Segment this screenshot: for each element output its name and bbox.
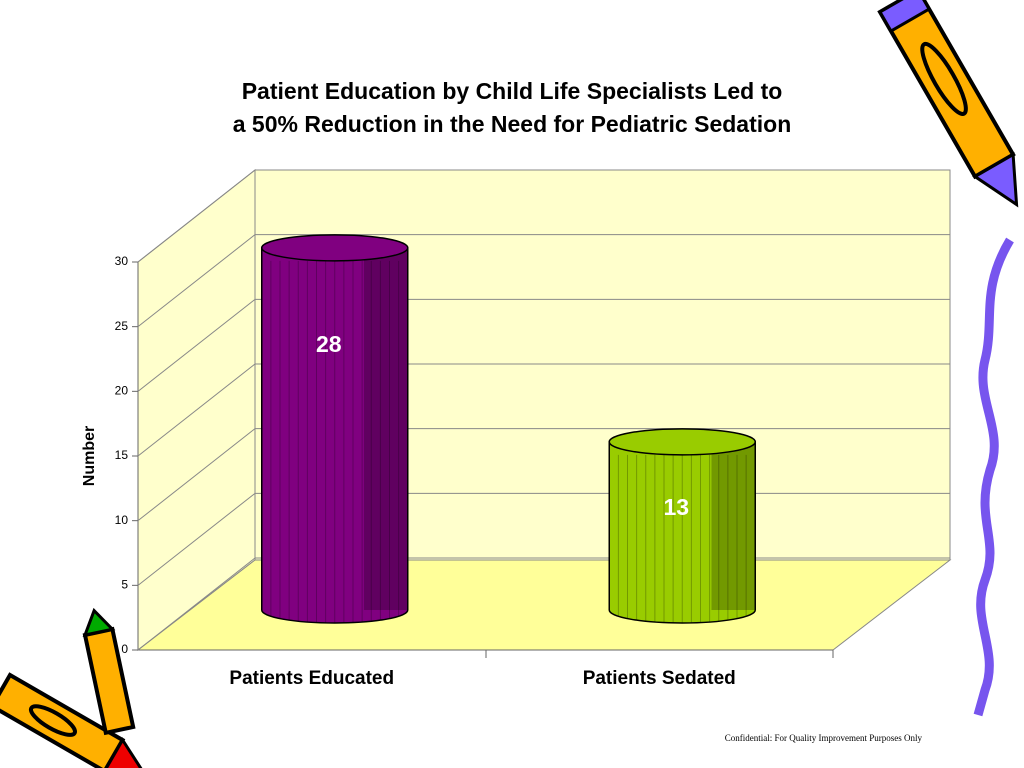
grid-line	[137, 298, 256, 392]
y-axis-label: Number	[81, 426, 98, 486]
x-tick-label: Patients Educated	[229, 668, 394, 689]
y-tick-label: 30	[115, 254, 129, 268]
crayon-bottom-left-2	[82, 607, 136, 736]
bar-shadow	[363, 247, 408, 610]
bar	[261, 247, 409, 624]
data-label: 13	[663, 494, 689, 520]
chart-title: Patient Education by Child Life Speciali…	[233, 78, 792, 137]
y-tick-label: 5	[121, 578, 128, 592]
crayon-bottom-left	[0, 672, 147, 768]
data-label: 28	[316, 331, 342, 357]
x-tick-label: Patients Sedated	[583, 668, 736, 689]
floor	[136, 559, 952, 651]
y-tick-label: 10	[115, 513, 129, 527]
y-tick-label: 20	[115, 384, 129, 398]
y-tick-label: 0	[121, 642, 128, 656]
squiggle	[973, 237, 1014, 717]
grid-line	[137, 428, 256, 522]
y-tick-label: 25	[115, 319, 129, 333]
grid-line	[137, 363, 256, 457]
bar-top	[261, 234, 409, 262]
bar-top	[608, 428, 756, 456]
grid-line	[137, 169, 256, 263]
y-tick-label: 15	[115, 448, 129, 462]
grid-line	[137, 234, 256, 328]
crayon-top-right	[877, 0, 1019, 208]
bar	[608, 441, 756, 624]
bar-shadow	[711, 441, 756, 610]
grid-line	[137, 492, 256, 586]
footer: Confidential: For Quality Improvement Pu…	[725, 733, 923, 743]
grid-line	[137, 557, 256, 651]
